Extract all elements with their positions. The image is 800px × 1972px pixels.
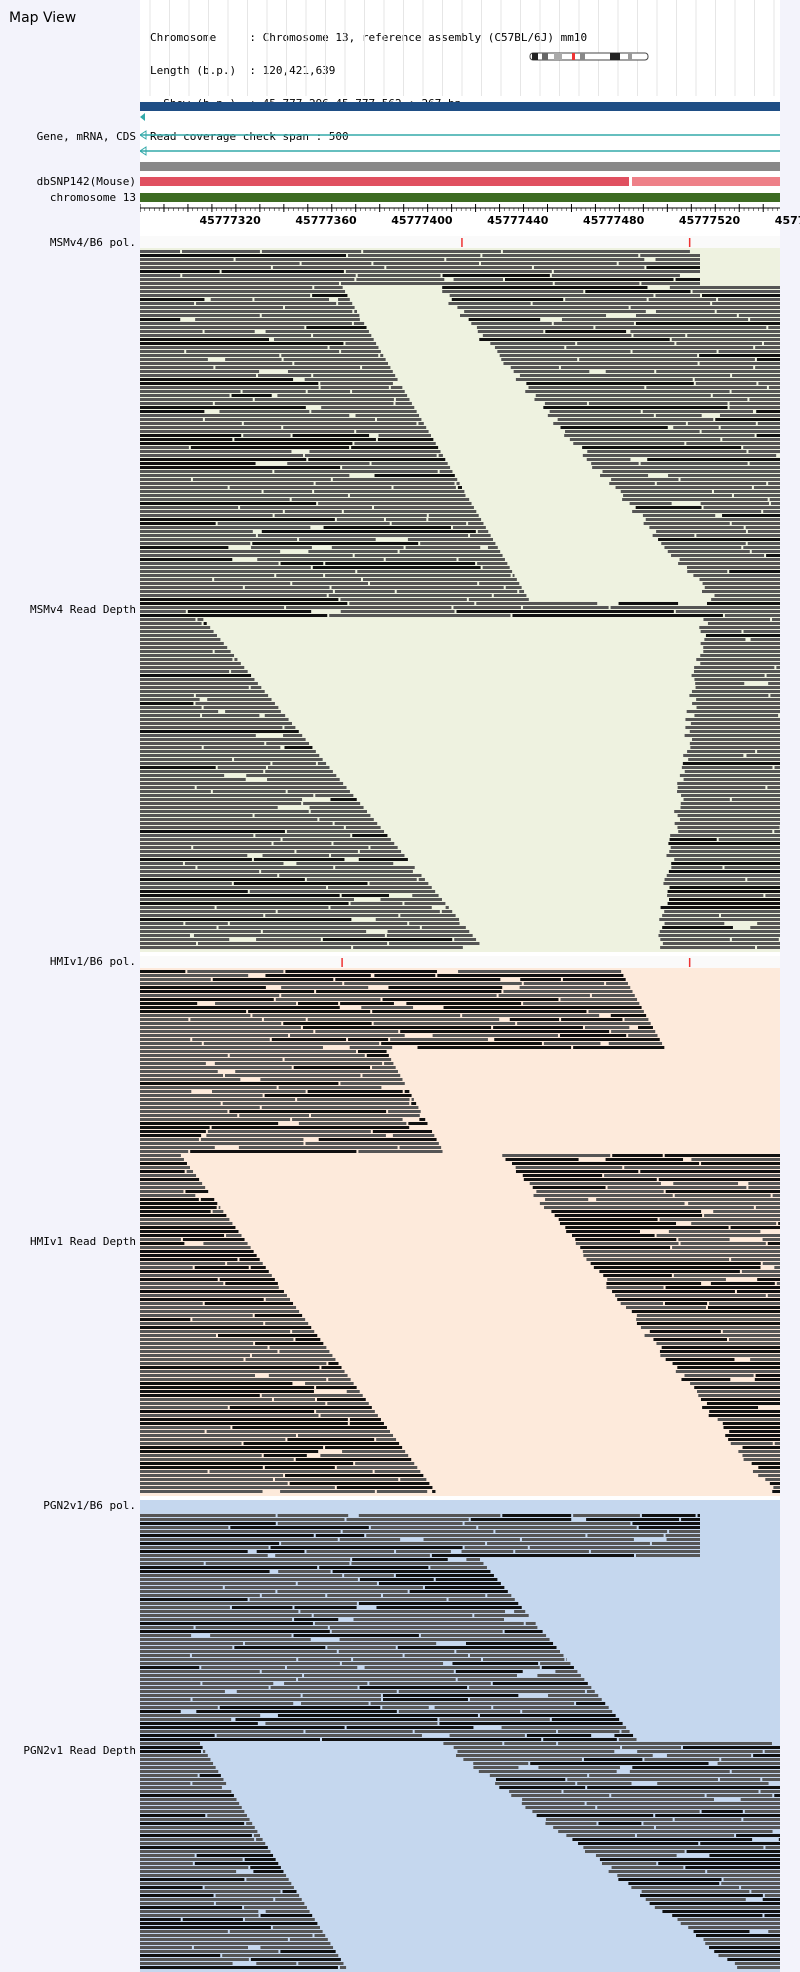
chromosome-ideogram-icon[interactable] [529, 52, 649, 61]
left-label-panel [0, 0, 140, 1972]
polymorphism-mark[interactable] [341, 958, 343, 967]
track-label-gene[interactable]: Gene, mRNA, CDS [36, 130, 136, 143]
track-label-msm-depth[interactable]: MSMv4 Read Depth [30, 603, 136, 616]
axis-tick-label: 45777320 [200, 214, 262, 227]
dbsnp-track[interactable] [140, 162, 780, 202]
hmi-pol-marks[interactable] [341, 958, 691, 967]
grid-lines [149, 0, 775, 96]
pgn-read-depth-track[interactable] [140, 1512, 780, 1972]
track-label-pgn-depth[interactable]: PGN2v1 Read Depth [23, 1744, 136, 1757]
axis-tick-label: 45777480 [583, 214, 645, 227]
hmi-read-depth-track[interactable] [140, 968, 780, 1496]
coordinate-axis: 45777320 45777360 45777400 45777440 45777480… [140, 204, 800, 227]
msm-pol-marks[interactable] [461, 238, 691, 247]
polymorphism-mark[interactable] [688, 238, 691, 247]
pgn-pol-strip [140, 1500, 780, 1512]
axis-tick-label: 4577 [775, 214, 800, 227]
msm-read-depth-track[interactable] [140, 248, 780, 952]
genome-tracks[interactable]: 45777320 45777360 45777400 45777440 45777480… [140, 0, 800, 1972]
info-coverage-span: Read coverage check span : 500 [150, 130, 349, 143]
polymorphism-mark[interactable] [688, 958, 691, 967]
track-label-hmi-depth[interactable]: HMIv1 Read Depth [30, 1235, 136, 1248]
msm-pol-strip [140, 236, 780, 248]
axis-tick-label: 45777520 [679, 214, 741, 227]
track-label-msm-pol[interactable]: MSMv4/B6 pol. [49, 236, 136, 249]
track-label-dbsnp[interactable]: dbSNP142(Mouse) [36, 175, 136, 188]
axis-tick-label: 45777400 [391, 214, 453, 227]
axis-tick-label: 45777440 [487, 214, 549, 227]
page-title: Map View [9, 10, 77, 26]
hmi-pol-strip [140, 956, 780, 968]
gene-track[interactable] [140, 102, 780, 156]
axis-tick-label: 45777360 [295, 214, 357, 227]
polymorphism-mark[interactable] [461, 238, 463, 247]
track-label-chromosome: chromosome 13 [49, 191, 136, 204]
right-gutter [780, 0, 800, 1972]
track-label-pgn-pol[interactable]: PGN2v1/B6 pol. [43, 1499, 136, 1512]
track-label-hmi-pol[interactable]: HMIv1/B6 pol. [49, 955, 136, 968]
